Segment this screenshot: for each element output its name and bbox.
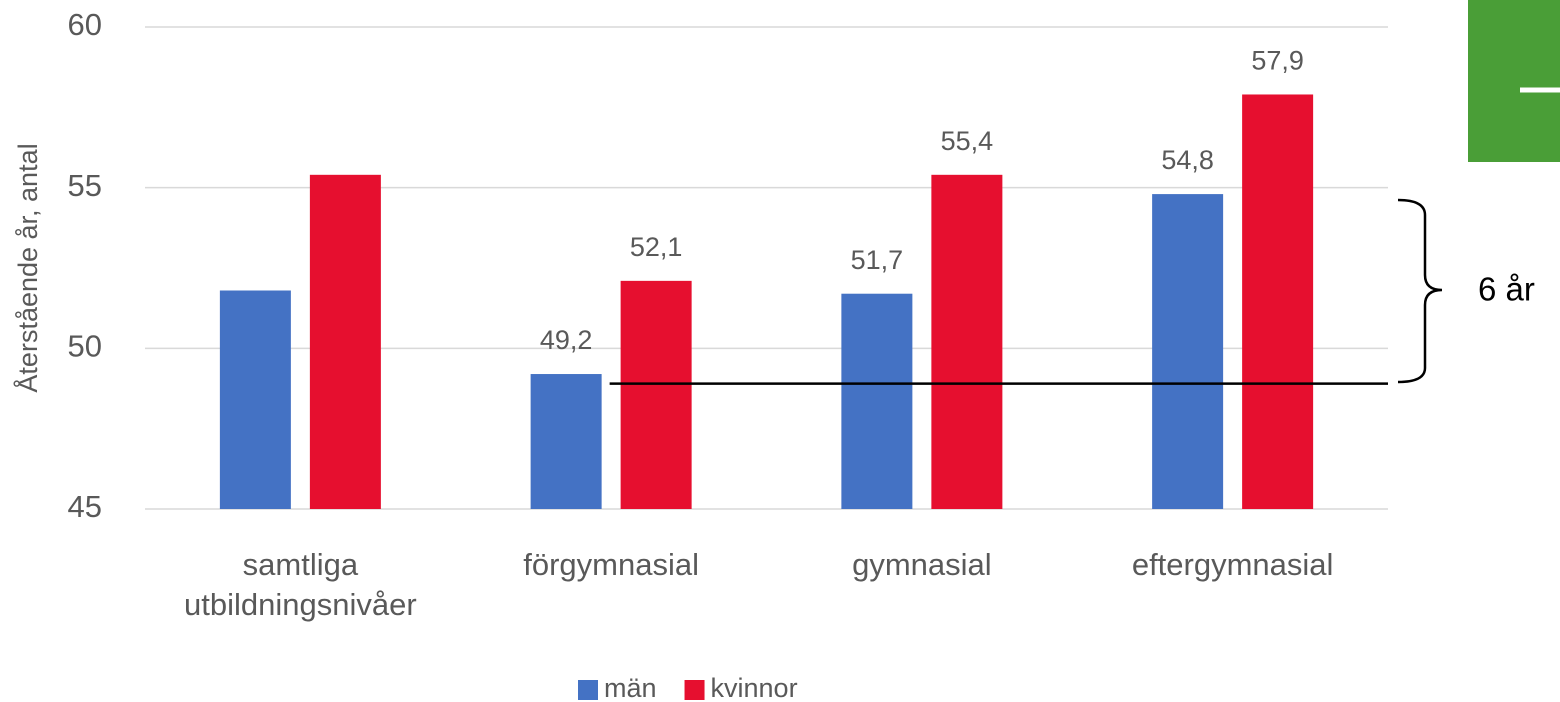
bar bbox=[620, 280, 692, 509]
legend-label: män bbox=[604, 673, 657, 702]
x-tick-label: samtliga utbildningsnivåer bbox=[184, 547, 417, 622]
data-label: 52,1 bbox=[630, 232, 683, 262]
data-label: 55,4 bbox=[941, 126, 994, 156]
y-axis-label: Återstående år, antal bbox=[12, 143, 43, 392]
data-label: 49,2 bbox=[540, 325, 593, 355]
green-box bbox=[1468, 0, 1560, 162]
data-label: 51,7 bbox=[851, 245, 904, 275]
bar bbox=[1152, 194, 1224, 510]
data-label: 54,8 bbox=[1161, 145, 1214, 175]
bar bbox=[1242, 94, 1314, 509]
x-tick-label: förgymnasial bbox=[523, 547, 699, 582]
bar bbox=[219, 290, 291, 509]
y-tick-label: 45 bbox=[68, 489, 102, 524]
bar bbox=[309, 174, 381, 509]
legend-label: kvinnor bbox=[711, 673, 798, 702]
bar bbox=[841, 293, 913, 509]
annotation: 6 år bbox=[1478, 271, 1535, 308]
bar bbox=[530, 374, 602, 509]
legend-swatch bbox=[684, 680, 705, 700]
x-tick-label: eftergymnasial bbox=[1131, 547, 1334, 582]
y-tick-label: 60 bbox=[68, 7, 102, 42]
x-tick-label: gymnasial bbox=[852, 547, 992, 582]
bar bbox=[931, 174, 1003, 509]
brace bbox=[1397, 198, 1443, 384]
data-label: 57,9 bbox=[1251, 46, 1304, 76]
y-tick-label: 55 bbox=[68, 168, 102, 203]
y-tick-label: 50 bbox=[68, 329, 102, 364]
legend-swatch bbox=[578, 680, 598, 700]
